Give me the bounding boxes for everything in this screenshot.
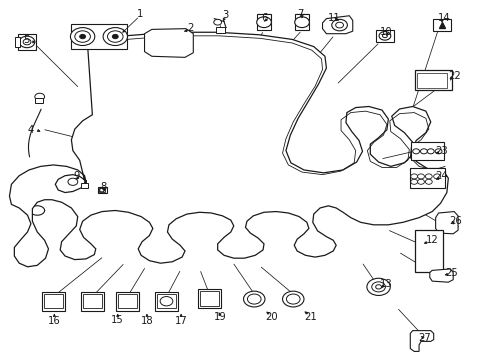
Circle shape	[433, 174, 440, 179]
Text: 17: 17	[174, 316, 187, 325]
Circle shape	[371, 282, 385, 292]
Circle shape	[35, 93, 44, 100]
Text: 3: 3	[222, 10, 228, 20]
Bar	[416, 73, 447, 88]
Bar	[409, 168, 444, 188]
Circle shape	[417, 179, 424, 184]
Bar	[98, 187, 106, 193]
Bar	[200, 291, 218, 306]
Text: 7: 7	[297, 9, 303, 19]
Text: 18: 18	[141, 316, 153, 325]
Circle shape	[68, 178, 78, 185]
Bar	[415, 71, 451, 90]
Text: 25: 25	[445, 268, 457, 278]
Bar	[375, 30, 393, 42]
Circle shape	[427, 149, 433, 154]
Circle shape	[80, 35, 85, 39]
Text: 1: 1	[136, 9, 142, 19]
Circle shape	[425, 179, 431, 184]
Bar	[81, 183, 88, 188]
Polygon shape	[322, 16, 352, 34]
Circle shape	[410, 179, 417, 184]
Bar	[35, 98, 42, 103]
Circle shape	[75, 31, 90, 42]
Circle shape	[23, 39, 31, 45]
Text: 23: 23	[435, 145, 447, 156]
Text: 4: 4	[28, 125, 34, 135]
Bar	[414, 230, 442, 272]
Circle shape	[410, 174, 417, 179]
Text: 19: 19	[213, 312, 226, 322]
Circle shape	[243, 291, 264, 307]
Polygon shape	[9, 32, 447, 267]
Circle shape	[417, 174, 424, 179]
Circle shape	[294, 17, 309, 28]
Circle shape	[107, 31, 123, 42]
Bar	[197, 289, 221, 308]
Bar	[410, 142, 443, 160]
Bar	[432, 19, 450, 31]
Text: 11: 11	[327, 13, 341, 23]
Text: 27: 27	[418, 333, 430, 343]
Circle shape	[213, 19, 221, 25]
Bar	[157, 294, 175, 309]
Circle shape	[412, 149, 419, 154]
Bar	[99, 188, 105, 192]
Circle shape	[434, 149, 441, 154]
Text: 24: 24	[435, 171, 447, 181]
Circle shape	[425, 174, 431, 179]
Text: 26: 26	[448, 216, 461, 226]
Circle shape	[366, 278, 389, 296]
Bar	[71, 24, 127, 49]
Circle shape	[19, 36, 35, 48]
Text: 10: 10	[379, 27, 391, 37]
Circle shape	[100, 188, 104, 192]
Bar	[15, 37, 20, 47]
Bar	[18, 34, 36, 50]
Circle shape	[112, 35, 118, 39]
Bar	[83, 294, 102, 309]
Circle shape	[70, 28, 95, 45]
Circle shape	[247, 294, 261, 304]
Circle shape	[335, 22, 343, 28]
Bar	[116, 292, 139, 311]
Circle shape	[420, 149, 427, 154]
Circle shape	[160, 297, 172, 306]
Bar	[44, 294, 62, 309]
Bar	[41, 292, 65, 311]
Text: 21: 21	[304, 312, 316, 322]
Bar	[155, 292, 178, 311]
Polygon shape	[144, 29, 193, 57]
Text: 9: 9	[73, 171, 79, 181]
Bar	[215, 27, 224, 33]
Text: 8: 8	[100, 182, 106, 192]
Text: 6: 6	[260, 13, 266, 23]
Bar	[295, 14, 308, 30]
Text: 13: 13	[379, 279, 391, 289]
Circle shape	[256, 17, 271, 28]
Circle shape	[331, 19, 346, 31]
Circle shape	[286, 294, 300, 304]
Polygon shape	[409, 330, 433, 351]
Bar	[81, 292, 104, 311]
Text: 14: 14	[437, 13, 450, 23]
Bar	[257, 14, 270, 30]
Circle shape	[375, 285, 381, 289]
Text: 2: 2	[187, 23, 194, 33]
Text: 16: 16	[48, 316, 61, 325]
Text: 22: 22	[447, 71, 460, 81]
Polygon shape	[435, 212, 457, 234]
Polygon shape	[429, 269, 452, 282]
Text: 20: 20	[264, 312, 277, 322]
Text: 5: 5	[23, 35, 29, 45]
Bar	[118, 294, 137, 309]
Circle shape	[378, 32, 390, 40]
Circle shape	[282, 291, 304, 307]
Circle shape	[103, 28, 127, 45]
Text: 12: 12	[425, 235, 438, 245]
Text: 15: 15	[111, 315, 124, 325]
Circle shape	[382, 34, 386, 38]
